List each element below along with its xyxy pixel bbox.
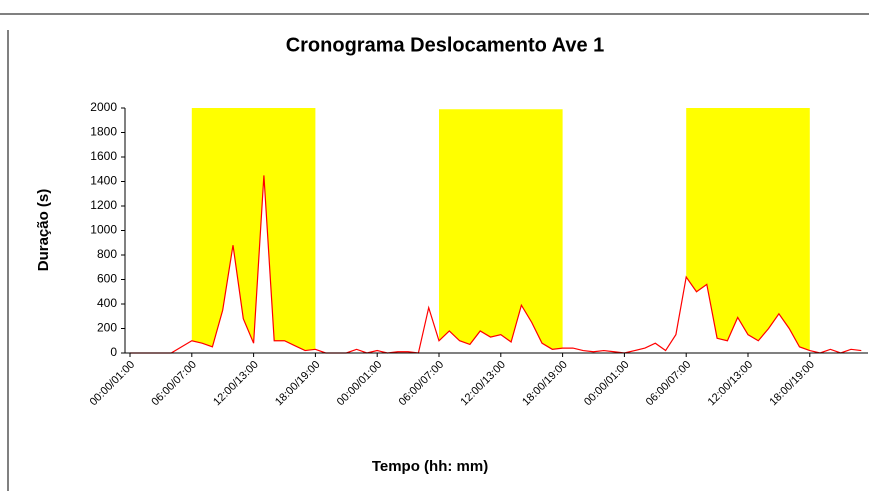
- x-tick-label: 18:00/19:00: [520, 359, 570, 409]
- y-tick-label: 1400: [90, 174, 117, 188]
- area-fill: [686, 108, 810, 353]
- y-axis-label: Duração (s): [35, 189, 52, 272]
- y-tick-label: 1600: [90, 149, 117, 163]
- y-tick-label: 1800: [90, 125, 117, 139]
- x-tick-label: 06:00/07:00: [644, 359, 694, 409]
- y-tick-label: 400: [97, 296, 117, 310]
- x-tick-label: 06:00/07:00: [397, 359, 447, 409]
- y-tick-label: 200: [97, 321, 117, 335]
- x-tick-label: 00:00/01:00: [88, 359, 138, 409]
- area-fill: [130, 175, 862, 353]
- x-tick-label: 12:00/13:00: [211, 359, 261, 409]
- y-tick-label: 1000: [90, 223, 117, 237]
- x-tick-label: 12:00/13:00: [458, 359, 508, 409]
- y-tick-label: 2000: [90, 100, 117, 114]
- y-tick-label: 1200: [90, 198, 117, 212]
- x-tick-label: 06:00/07:00: [149, 359, 199, 409]
- y-tick-label: 800: [97, 247, 117, 261]
- area-fill: [191, 108, 316, 353]
- x-tick-label: 12:00/13:00: [706, 359, 756, 409]
- x-tick-label: 00:00/01:00: [335, 359, 385, 409]
- area-fill: [439, 109, 563, 353]
- chart-title: Cronograma Deslocamento Ave 1: [286, 34, 605, 56]
- x-tick-label: 18:00/19:00: [767, 359, 817, 409]
- y-tick-label: 0: [110, 345, 117, 359]
- line: [130, 175, 862, 354]
- x-tick-label: 00:00/01:00: [582, 359, 632, 409]
- x-axis-label: Tempo (hh: mm): [372, 458, 488, 475]
- x-tick-label: 18:00/19:00: [273, 359, 323, 409]
- y-tick-label: 600: [97, 272, 117, 286]
